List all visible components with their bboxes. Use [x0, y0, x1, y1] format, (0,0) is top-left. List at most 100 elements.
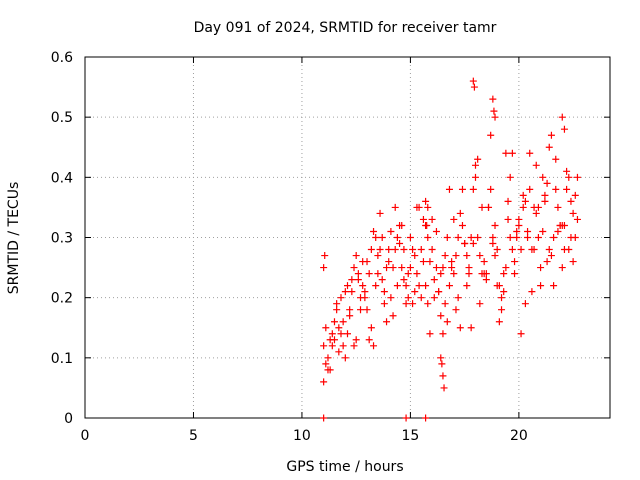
data-point — [491, 252, 499, 260]
data-point — [467, 234, 475, 241]
data-point — [320, 414, 328, 422]
data-point — [467, 324, 475, 332]
data-point — [511, 258, 519, 266]
data-points — [320, 77, 581, 422]
data-point — [556, 221, 564, 229]
y-tick-label: 0.6 — [51, 50, 73, 66]
data-point — [471, 173, 479, 181]
data-point — [541, 191, 549, 199]
data-point — [387, 227, 395, 235]
data-point — [515, 215, 523, 223]
data-point — [324, 354, 332, 362]
data-point — [474, 155, 482, 163]
data-point — [543, 258, 551, 266]
data-point — [435, 288, 443, 296]
data-point — [330, 318, 338, 326]
data-point — [565, 173, 573, 181]
y-tick-label: 0.2 — [51, 291, 73, 307]
data-point — [448, 264, 456, 272]
data-point — [378, 234, 386, 241]
data-point — [337, 330, 345, 338]
data-point — [406, 234, 414, 241]
data-point — [341, 288, 349, 296]
data-point — [393, 234, 401, 241]
data-point — [337, 294, 345, 302]
data-point — [500, 288, 508, 296]
data-point — [470, 83, 478, 91]
data-point — [430, 276, 438, 284]
data-point — [417, 246, 425, 254]
data-point — [547, 252, 555, 260]
data-point — [491, 113, 499, 121]
data-point — [504, 215, 512, 223]
data-point — [417, 294, 425, 302]
data-point — [346, 312, 354, 320]
data-point — [530, 246, 538, 254]
data-point — [367, 246, 375, 254]
data-point — [543, 179, 551, 187]
data-point — [350, 264, 358, 272]
data-point — [422, 197, 430, 205]
data-point — [350, 342, 358, 350]
data-point — [333, 306, 341, 314]
y-tick-label: 0.5 — [51, 110, 73, 126]
data-point — [365, 336, 373, 344]
data-point — [517, 330, 525, 338]
data-point — [489, 234, 497, 241]
y-tick-label: 0.1 — [51, 351, 73, 367]
data-point — [419, 258, 427, 266]
data-point — [389, 264, 397, 272]
data-point — [363, 306, 371, 314]
data-point — [558, 264, 566, 272]
data-point — [440, 384, 448, 392]
data-point — [439, 330, 447, 338]
data-point — [554, 227, 562, 235]
data-point — [528, 288, 536, 296]
data-point — [335, 348, 343, 356]
data-point — [445, 282, 453, 290]
data-point — [491, 221, 499, 229]
data-point — [517, 246, 525, 254]
data-point — [458, 185, 466, 193]
data-point — [402, 414, 410, 422]
data-point — [456, 324, 464, 332]
data-point — [357, 306, 365, 314]
data-point — [552, 185, 560, 193]
data-point — [463, 252, 471, 260]
data-point — [532, 209, 540, 217]
data-point — [359, 258, 367, 266]
data-point — [482, 276, 490, 284]
data-point — [450, 215, 458, 223]
data-point — [380, 300, 388, 308]
data-point — [469, 77, 477, 85]
data-point — [383, 264, 391, 272]
data-point — [500, 270, 508, 278]
data-point — [537, 264, 545, 272]
data-point — [346, 306, 354, 314]
data-point — [352, 252, 360, 260]
data-point — [448, 258, 456, 266]
data-point — [409, 246, 417, 254]
data-point — [526, 185, 534, 193]
data-point — [573, 215, 581, 223]
data-point — [320, 264, 328, 272]
data-point — [445, 185, 453, 193]
data-point — [365, 270, 373, 278]
data-point — [320, 378, 328, 386]
data-point — [454, 294, 462, 302]
data-point — [526, 149, 534, 157]
data-point — [415, 282, 423, 290]
data-point — [391, 203, 399, 211]
data-point — [424, 203, 432, 211]
data-point — [532, 161, 540, 169]
data-point — [321, 252, 329, 260]
data-point — [400, 276, 408, 284]
data-point — [359, 282, 367, 290]
data-point — [508, 246, 516, 254]
data-point — [354, 270, 362, 278]
data-point — [428, 215, 436, 223]
data-point — [380, 288, 388, 296]
data-point — [393, 282, 401, 290]
data-point — [461, 240, 469, 248]
data-point — [383, 318, 391, 326]
